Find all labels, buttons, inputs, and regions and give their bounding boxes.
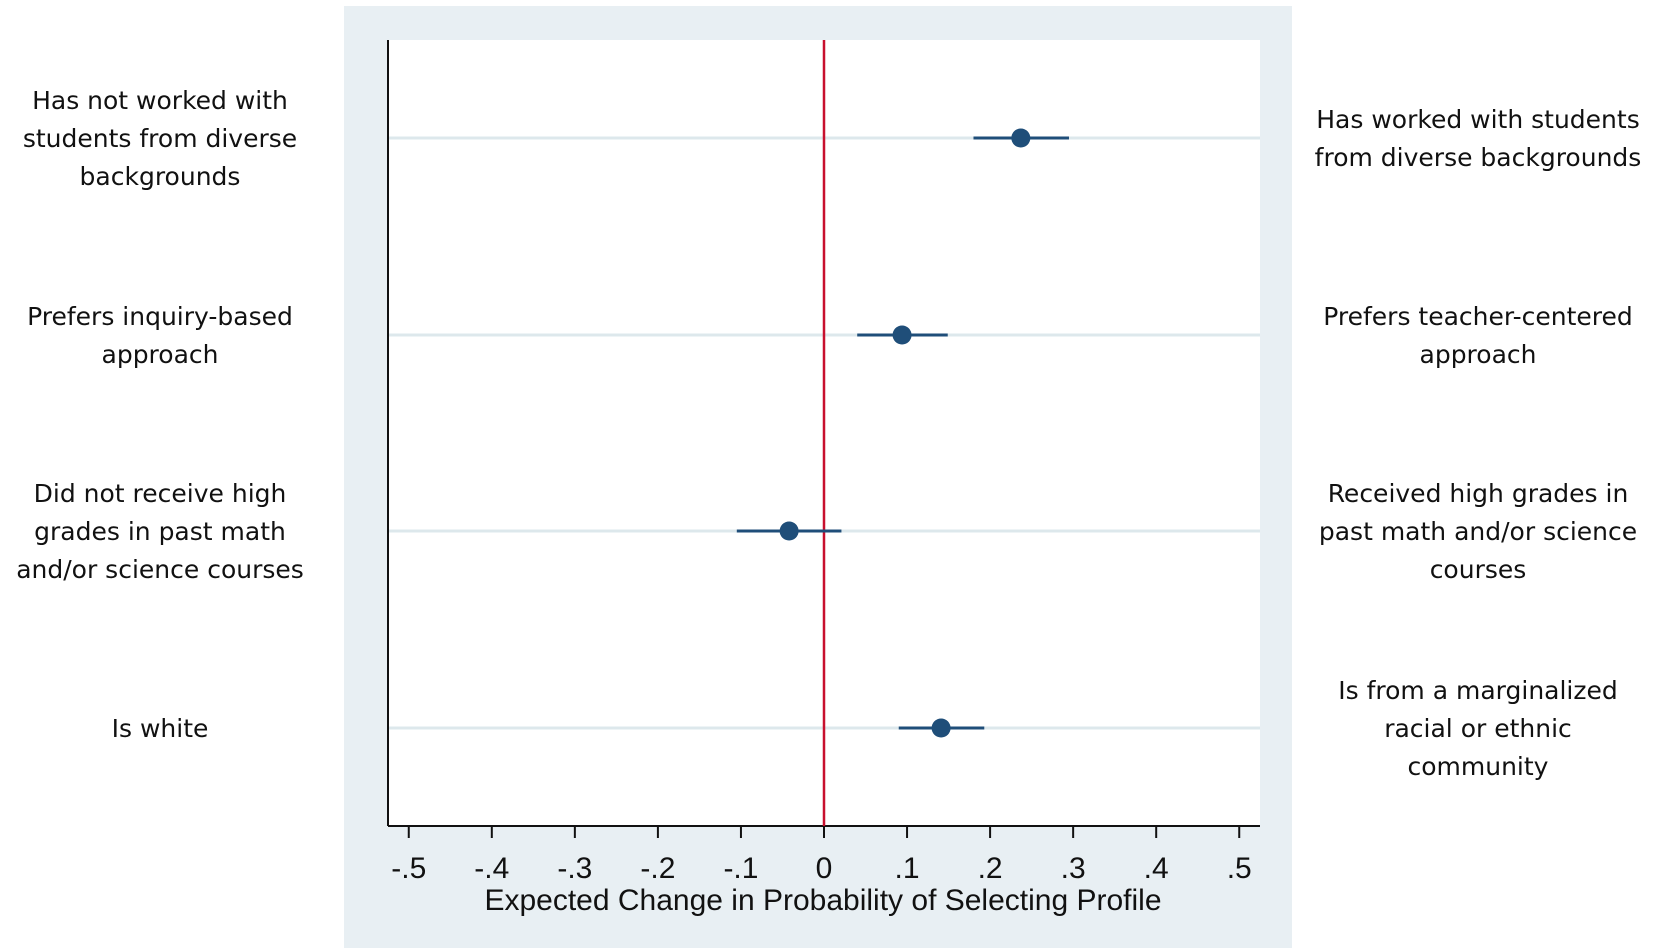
- left-attribute-label: Prefers inquiry-based approach: [27, 302, 293, 369]
- x-tick-label: .3: [1061, 852, 1086, 885]
- x-tick-label: .1: [895, 852, 920, 885]
- x-tick-label: -.5: [391, 852, 426, 885]
- x-axis-title: Expected Change in Probability of Select…: [484, 884, 1161, 917]
- left-attribute-label: Has not worked with students from diverse…: [23, 86, 297, 191]
- left-attribute-labels: Has not worked with students from diverse…: [16, 86, 304, 743]
- right-attribute-label: Prefers teacher-centered approach: [1323, 302, 1633, 369]
- right-attribute-labels: Has worked with students from diverse bac…: [1315, 105, 1642, 781]
- x-tick-label: .4: [1144, 852, 1169, 885]
- right-attribute-label: Has worked with students from diverse bac…: [1315, 105, 1642, 172]
- point-estimate-marker: [1011, 128, 1031, 148]
- x-axis-ticks: -.5 -.4 -.3 -.2 -.1 0 .1 .2 .3 .4 .5: [391, 826, 1252, 885]
- x-tick-label: -.4: [474, 852, 509, 885]
- x-tick-label: -.1: [723, 852, 758, 885]
- point-estimate-marker: [931, 718, 951, 738]
- left-attribute-label: Is white: [112, 714, 209, 743]
- x-tick-label: .2: [978, 852, 1003, 885]
- x-tick-label: -.3: [557, 852, 592, 885]
- point-estimate-marker: [779, 521, 799, 541]
- right-attribute-label: Is from a marginalized racial or ethnic co…: [1338, 676, 1618, 781]
- point-estimate-marker: [892, 325, 912, 345]
- right-attribute-label: Received high grades in past math and/or …: [1319, 479, 1637, 584]
- x-tick-label: -.2: [640, 852, 675, 885]
- x-tick-label: 0: [816, 852, 833, 885]
- point-estimates: [779, 128, 1031, 738]
- x-tick-label: .5: [1227, 852, 1252, 885]
- left-attribute-label: Did not receive high grades in past math a…: [16, 479, 304, 584]
